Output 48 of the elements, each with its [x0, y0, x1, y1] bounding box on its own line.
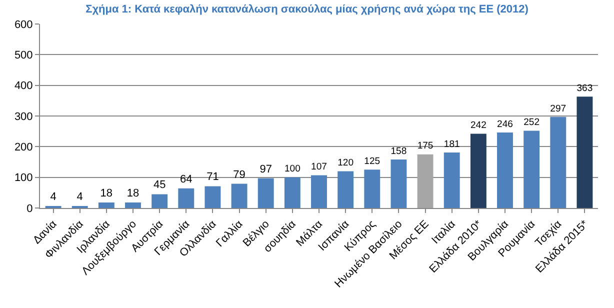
data-label: 242 — [470, 120, 486, 132]
y-tick-label: 300 — [14, 110, 33, 123]
bar — [390, 160, 407, 208]
bar — [204, 186, 221, 208]
y-tick-label: 600 — [14, 18, 33, 31]
bar — [152, 194, 168, 208]
y-tick-label: 400 — [14, 80, 33, 92]
bar — [231, 184, 248, 208]
data-label: 4 — [50, 191, 56, 203]
bar — [311, 175, 327, 208]
data-label: 181 — [444, 138, 460, 150]
y-tick-label: 100 — [14, 172, 33, 184]
bar — [338, 171, 354, 208]
chart-title: Σχήμα 1: Κατά κεφαλήν κατανάλωση σακούλας μίας χρήσης ανά χώρα της ΕΕ (2012) — [86, 3, 529, 16]
data-label: 64 — [180, 173, 192, 186]
bar — [497, 132, 513, 208]
bar — [444, 152, 460, 208]
data-label: 175 — [417, 140, 434, 152]
bar — [417, 154, 434, 208]
bar — [576, 96, 593, 208]
data-label: 125 — [364, 156, 380, 168]
data-label: 45 — [153, 179, 166, 192]
data-label: 71 — [206, 171, 219, 184]
data-label: 158 — [390, 146, 407, 157]
bar — [470, 134, 486, 208]
bar — [98, 202, 114, 208]
data-label: 120 — [338, 158, 354, 169]
data-label: 363 — [576, 83, 593, 94]
bar — [125, 202, 141, 208]
bar — [258, 178, 274, 208]
data-label: 18 — [100, 187, 113, 200]
y-tick-label: 0 — [26, 202, 33, 215]
data-label: 18 — [126, 187, 140, 200]
data-label: 4 — [76, 191, 83, 203]
data-label: 107 — [311, 162, 327, 173]
bar — [524, 130, 540, 208]
bar — [178, 188, 194, 208]
bar — [364, 170, 380, 208]
data-label: 97 — [260, 163, 272, 176]
data-label: 79 — [233, 168, 246, 181]
data-label: 100 — [284, 164, 300, 175]
y-tick-label: 500 — [14, 50, 33, 62]
bar — [284, 177, 300, 208]
data-label: 297 — [550, 103, 566, 114]
y-tick-label: 200 — [14, 142, 33, 154]
data-label: 246 — [497, 118, 513, 130]
bar — [550, 116, 566, 208]
data-label: 252 — [524, 117, 540, 128]
